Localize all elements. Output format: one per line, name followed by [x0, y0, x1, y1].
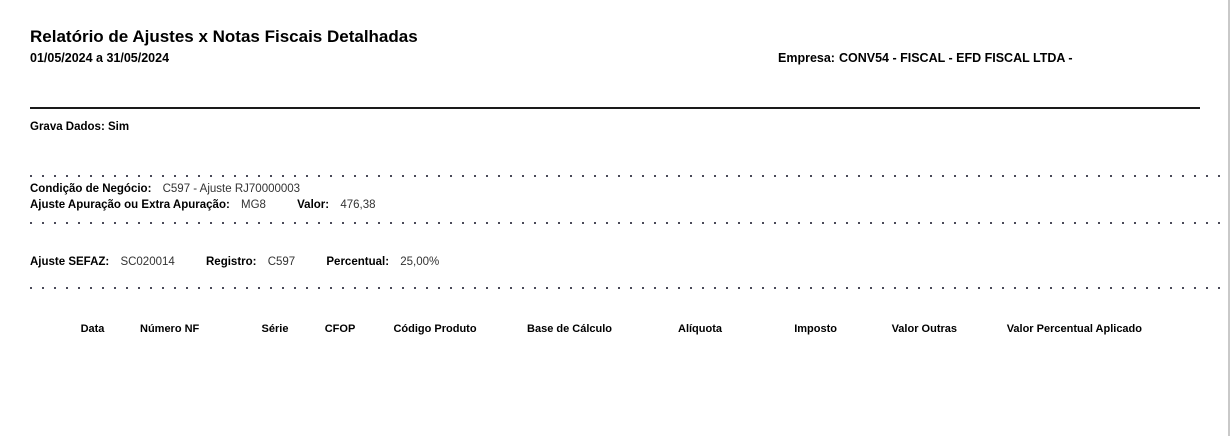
dotted-separator-3 [30, 287, 1220, 289]
valor-value: 476,38 [340, 199, 376, 211]
table-header-row: Data Número NF Série CFOP Código Produto… [50, 320, 1150, 338]
dotted-separator-2 [30, 222, 1220, 224]
percentual-value: 25,00% [400, 256, 440, 268]
dotted-separator-1 [30, 175, 1220, 177]
page-title: Relatório de Ajustes x Notas Fiscais Det… [30, 27, 418, 46]
col-header-data: Data [80, 323, 105, 335]
ajuste-apuracao-label: Ajuste Apuração ou Extra Apuração: [30, 199, 230, 211]
percentual-label: Percentual: [326, 256, 390, 268]
col-header-imposto: Imposto [794, 323, 837, 335]
company-label: Empresa: [778, 51, 835, 65]
ajuste-sefaz-value: SC020014 [120, 256, 175, 268]
ajuste-apuracao-value: MG8 [241, 199, 266, 211]
registro-label: Registro: [206, 256, 257, 268]
ajuste-apuracao-line: Ajuste Apuração ou Extra Apuração: MG8 V… [30, 199, 376, 211]
valor-label: Valor: [297, 199, 330, 211]
col-header-codigo-produto: Código Produto [393, 323, 477, 335]
ajuste-sefaz-label: Ajuste SEFAZ: [30, 256, 110, 268]
col-header-serie: Série [261, 323, 289, 335]
condicao-negocio-line: Condição de Negócio: C597 - Ajuste RJ700… [30, 183, 300, 195]
grava-dados-value: Sim [107, 121, 130, 133]
company-info: Empresa: CONV54 - FISCAL - EFD FISCAL LTD… [778, 51, 1077, 65]
registro-value: C597 [267, 256, 296, 268]
col-header-aliquota: Alíquota [678, 323, 722, 335]
condicao-negocio-label: Condição de Negócio: [30, 183, 152, 195]
condicao-negocio-value: C597 - Ajuste RJ70000003 [162, 183, 301, 195]
ajuste-sefaz-line: Ajuste SEFAZ: SC020014 Registro: C597 Pe… [30, 256, 439, 268]
company-value: CONV54 - FISCAL - EFD FISCAL LTDA - [838, 51, 1073, 65]
col-header-base-calculo: Base de Cálculo [527, 323, 612, 335]
grava-dados-label: Grava Dados: [30, 121, 105, 133]
col-header-cfop: CFOP [324, 323, 356, 335]
page-right-edge [1228, 0, 1230, 436]
nf-table: Data Número NF Série CFOP Código Produto… [50, 320, 1150, 338]
header-rule [30, 107, 1200, 109]
col-header-valor-outras: Valor Outras [891, 323, 957, 335]
col-header-valor-percentual: Valor Percentual Aplicado [1006, 323, 1142, 335]
grava-dados-line: Grava Dados: Sim [30, 121, 129, 133]
col-header-numero-nf: Número NF [140, 323, 200, 335]
report-period: 01/05/2024 a 31/05/2024 [30, 51, 170, 65]
